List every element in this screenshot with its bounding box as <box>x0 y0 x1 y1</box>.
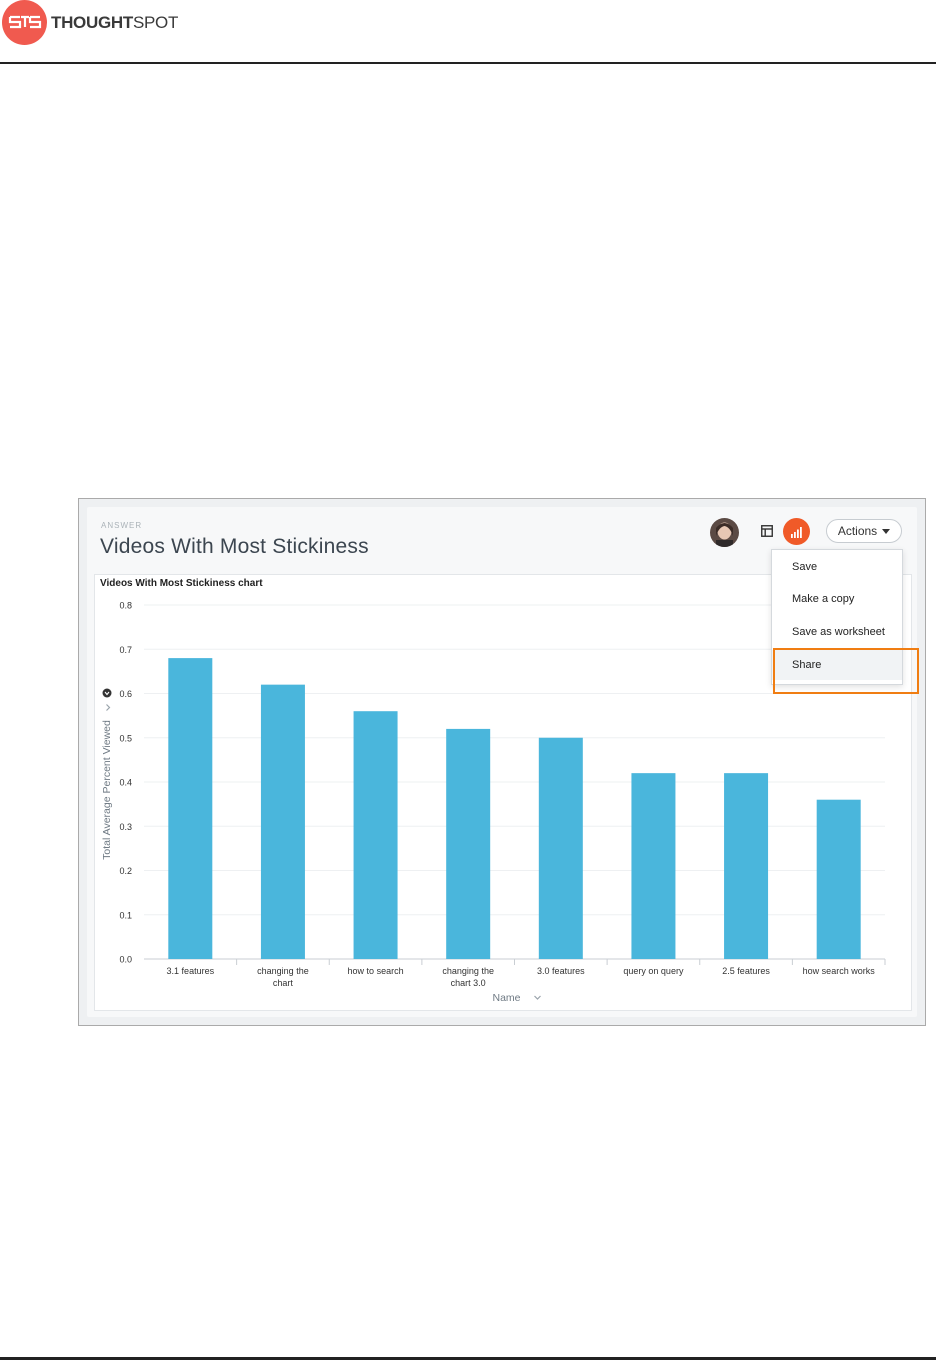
menu-item-save-as-worksheet[interactable]: Save as worksheet <box>792 626 885 638</box>
x-tick-label: how to search <box>348 966 404 976</box>
bar[interactable] <box>816 799 861 959</box>
bar[interactable] <box>353 711 398 959</box>
y-tick-label: 0.2 <box>119 866 132 876</box>
document-footer-rule <box>0 1357 936 1360</box>
table-icon[interactable] <box>761 525 773 537</box>
bar[interactable] <box>446 728 491 959</box>
answer-title[interactable]: Videos With Most Stickiness <box>100 535 369 558</box>
menu-item-share[interactable]: Share <box>772 650 902 680</box>
y-tick-label: 0.0 <box>119 955 132 965</box>
caret-down-icon <box>882 528 891 534</box>
x-tick-label: chart <box>273 978 294 988</box>
document-header: THOUGHTSPOT <box>0 0 936 64</box>
bar-chart-icon <box>790 526 802 538</box>
chart-title: Videos With Most Stickiness chart <box>100 578 263 589</box>
x-tick-label: chart 3.0 <box>451 978 486 988</box>
share-highlight-box <box>773 648 919 694</box>
y-tick-label: 0.3 <box>119 822 132 832</box>
x-axis-label: Name <box>492 992 520 1004</box>
bar[interactable] <box>538 737 583 959</box>
user-avatar[interactable] <box>710 518 739 547</box>
actions-menu: Save Make a copy Save as worksheet Share <box>771 549 903 685</box>
x-tick-label: 3.0 features <box>537 966 585 976</box>
bar-chart: 0.0 0.1 0.2 0.3 0.4 0.5 0.6 0.7 0.8 3.1 features c… <box>101 601 886 1004</box>
y-tick-label: 0.5 <box>119 733 132 743</box>
x-tick-label: how search works <box>803 966 876 976</box>
x-tick-label: 2.5 features <box>722 966 770 976</box>
menu-item-save[interactable]: Save <box>792 561 818 573</box>
logo-wordmark: THOUGHTSPOT <box>51 12 179 32</box>
answer-panel: ANSWER Videos With Most Stickiness <box>87 507 919 1017</box>
chart-view-button[interactable] <box>783 518 810 545</box>
thoughtspot-logo-icon <box>2 0 47 45</box>
actions-label: Actions <box>837 524 878 538</box>
x-axis-chevron-icon[interactable] <box>534 995 541 1000</box>
thoughtspot-logo: THOUGHTSPOT <box>2 0 178 45</box>
x-tick-label: changing the <box>257 966 309 976</box>
y-tick-label: 0.4 <box>119 778 132 788</box>
bar[interactable] <box>631 773 676 959</box>
y-axis-label: Total Average Percent Viewed <box>101 720 113 860</box>
menu-item-make-a-copy[interactable]: Make a copy <box>792 593 855 605</box>
sort-icon-arrow <box>104 691 110 696</box>
answer-screenshot: ANSWER Videos With Most Stickiness <box>78 498 926 1026</box>
sort-icon[interactable] <box>102 688 112 698</box>
x-tick-label: query on query <box>623 966 684 976</box>
y-tick-label: 0.7 <box>119 645 132 655</box>
x-tick-label: changing the <box>442 966 494 976</box>
y-axis-chevron-icon[interactable] <box>106 704 111 711</box>
actions-button[interactable]: Actions <box>826 519 902 543</box>
bar[interactable] <box>724 773 769 959</box>
bar[interactable] <box>168 658 213 959</box>
answer-kicker: ANSWER <box>101 521 143 530</box>
y-tick-label: 0.8 <box>119 601 132 611</box>
y-tick-label: 0.1 <box>119 910 132 920</box>
y-tick-label: 0.6 <box>119 689 132 699</box>
bar[interactable] <box>260 684 305 959</box>
chart-card: Videos With Most Stickiness chart 0.0 0.1… <box>94 574 912 1011</box>
avatar-image <box>710 518 739 547</box>
x-tick-label: 3.1 features <box>167 966 215 976</box>
